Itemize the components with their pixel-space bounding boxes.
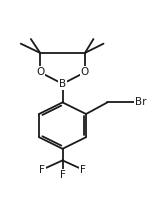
Text: Br: Br <box>135 97 147 107</box>
Text: F: F <box>39 165 45 175</box>
Text: O: O <box>81 67 89 77</box>
Text: B: B <box>59 79 66 89</box>
Text: F: F <box>60 170 66 180</box>
Text: O: O <box>36 67 44 77</box>
Text: F: F <box>80 165 86 175</box>
